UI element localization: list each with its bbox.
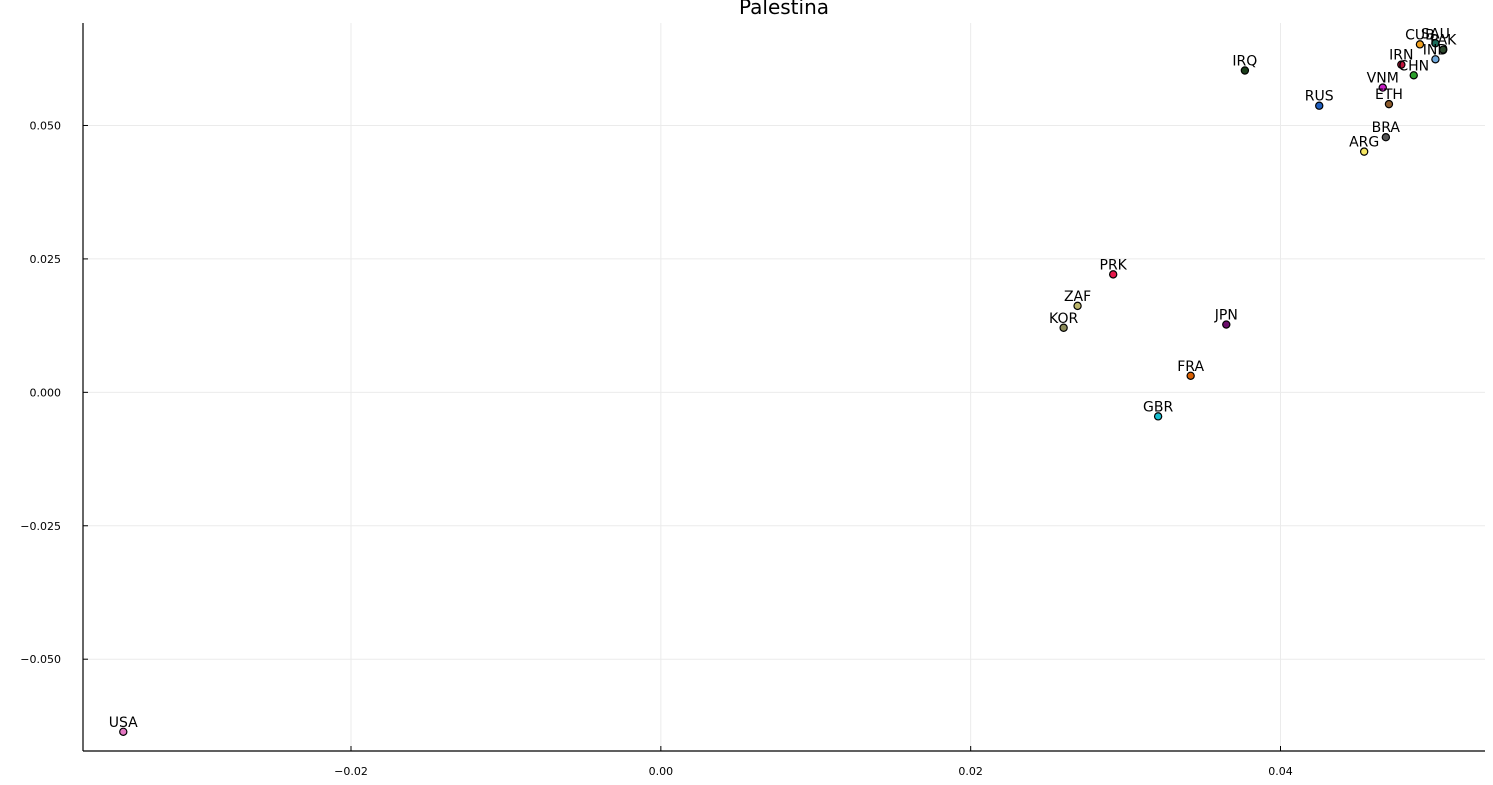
point-label-eth: ETH: [1375, 87, 1403, 103]
y-tick-label: −0.050: [20, 653, 61, 666]
point-label-sau: SAU: [1421, 26, 1450, 42]
point-label-rus: RUS: [1305, 89, 1334, 105]
data-point-irn: [1397, 60, 1406, 69]
x-tick-label: 0.04: [1268, 765, 1293, 778]
point-label-irn: IRN: [1389, 48, 1413, 64]
point-label-bra: BRA: [1372, 120, 1401, 136]
data-point-jpn: [1222, 320, 1231, 329]
data-point-cub: [1415, 40, 1425, 49]
chart-title: Palestina: [739, 0, 829, 19]
data-points: [119, 39, 1448, 736]
data-point-usa: [119, 727, 128, 736]
x-tick-label: 0.02: [958, 765, 983, 778]
point-label-cub: CUB: [1405, 27, 1435, 43]
x-tick-label: −0.02: [334, 765, 368, 778]
data-point-eth: [1384, 99, 1394, 109]
data-point-prk: [1108, 270, 1118, 279]
point-label-jpn: JPN: [1214, 308, 1238, 324]
y-tick-label: −0.025: [20, 520, 61, 533]
data-point-zaf: [1073, 301, 1082, 311]
data-point-chn: [1409, 71, 1418, 80]
y-tick-label: 0.025: [30, 253, 62, 266]
data-point-arg: [1359, 147, 1369, 156]
data-point-fra: [1186, 371, 1195, 380]
data-point-irq: [1240, 66, 1250, 75]
point-label-zaf: ZAF: [1064, 289, 1091, 305]
point-label-ind: IND: [1423, 42, 1448, 58]
y-tick-label: 0.000: [30, 386, 62, 399]
point-label-kor: KOR: [1049, 311, 1078, 327]
tick-labels: −0.02 0.00 0.02 0.04 −0.050 −0.025 0.000 0.025 0…: [20, 119, 1292, 778]
data-point-sau: [1431, 39, 1440, 48]
data-point-rus: [1315, 101, 1324, 110]
point-label-vnm: VNM: [1367, 71, 1399, 87]
data-point-kor: [1059, 323, 1068, 332]
point-label-irq: IRQ: [1232, 54, 1257, 70]
y-tick-label: 0.050: [30, 119, 62, 132]
data-point-ind: [1431, 55, 1440, 64]
point-label-chn: CHN: [1398, 58, 1429, 74]
data-point-bra: [1381, 133, 1391, 142]
point-label-pak: PAK: [1430, 33, 1457, 49]
point-label-arg: ARG: [1349, 135, 1379, 151]
grid: [83, 23, 1485, 751]
x-tick-label: 0.00: [649, 765, 674, 778]
point-label-prk: PRK: [1100, 257, 1128, 273]
axes: [82, 23, 1485, 752]
point-label-fra: FRA: [1177, 359, 1204, 375]
point-label-usa: USA: [109, 715, 138, 731]
data-point-pak: [1438, 45, 1448, 54]
point-label-gbr: GBR: [1143, 399, 1173, 415]
data-point-vnm: [1378, 83, 1387, 92]
data-point-gbr: [1153, 412, 1163, 421]
